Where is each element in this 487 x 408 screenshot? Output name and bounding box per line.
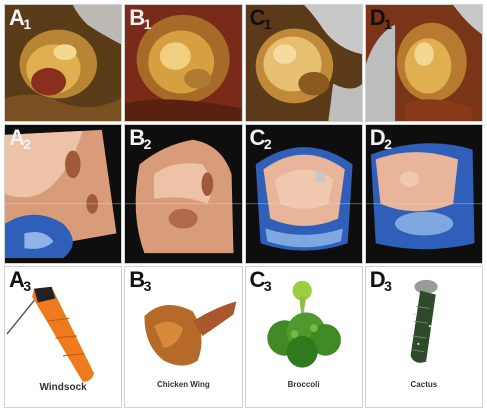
echo-image-a2 <box>5 125 122 263</box>
echo-image-c2 <box>245 125 362 263</box>
panel-label-b2: B2 <box>129 125 151 152</box>
panel-d3: D3 Cactus <box>364 266 483 408</box>
panel-a2: A2 <box>4 124 123 264</box>
ct-image-d1 <box>365 5 482 121</box>
chicken-wing-photo <box>125 267 242 407</box>
echo-image-d2 <box>365 125 482 263</box>
panel-label-d2: D2 <box>369 125 392 152</box>
echo-image-b2 <box>125 125 242 263</box>
caption-windsock: Windsock <box>39 382 87 393</box>
panel-grid: A1 B1 C1 <box>4 4 483 408</box>
panel-label-d1: D1 <box>369 5 392 32</box>
panel-c3: C3 Broccoli <box>244 266 363 408</box>
panel-b2: B2 <box>124 124 243 264</box>
panel-b1: B1 <box>124 4 243 122</box>
panel-d2: D2 <box>364 124 483 264</box>
panel-label-a1: A1 <box>9 5 31 32</box>
ct-image-a1 <box>5 5 122 121</box>
panel-c2: C2 <box>244 124 363 264</box>
cactus-photo <box>365 267 482 407</box>
windsock-photo <box>5 267 122 407</box>
panel-label-c3: C3 <box>249 267 272 294</box>
ct-image-b1 <box>125 5 242 121</box>
panel-label-a2: A2 <box>9 125 31 152</box>
panel-label-b1: B1 <box>129 5 151 32</box>
panel-c1: C1 <box>244 4 363 122</box>
ct-image-c1 <box>245 5 362 121</box>
panel-label-b3: B3 <box>129 267 151 294</box>
panel-a1: A1 <box>4 4 123 122</box>
panel-label-c2: C2 <box>249 125 272 152</box>
panel-label-a3: A3 <box>9 267 31 294</box>
panel-label-c1: C1 <box>249 5 272 32</box>
caption-broccoli: Broccoli <box>287 380 320 389</box>
panel-label-d3: D3 <box>369 267 392 294</box>
panel-d1: D1 <box>364 4 483 122</box>
panel-a3: A3 Windsock <box>4 266 123 408</box>
caption-cactus: Cactus <box>410 380 438 389</box>
panel-b3: B3 Chicken Wing <box>124 266 243 408</box>
broccoli-photo <box>245 267 362 407</box>
caption-chicken-wing: Chicken Wing <box>156 380 210 389</box>
